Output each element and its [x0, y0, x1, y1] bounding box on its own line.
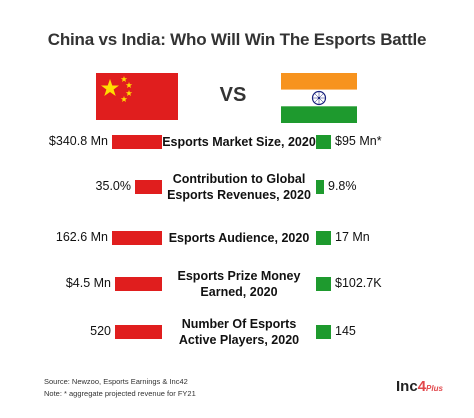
china-bar — [135, 180, 162, 194]
india-value-label: 9.8% — [328, 179, 357, 193]
china-value-label: 520 — [90, 324, 111, 338]
india-value-label: 145 — [335, 324, 356, 338]
china-bar — [115, 277, 162, 291]
category-label: Esports Prize Money Earned, 2020 — [177, 269, 301, 299]
china-value-label: 35.0% — [95, 179, 131, 193]
india-value-label: 17 Mn — [335, 230, 370, 244]
india-bar — [316, 135, 331, 149]
china-bar — [112, 135, 162, 149]
china-value-label: $340.8 Mn — [48, 134, 108, 148]
india-bar — [316, 180, 324, 194]
india-flag — [281, 73, 357, 123]
china-bar — [115, 325, 162, 339]
brand-logo: Inc4Plus — [396, 378, 443, 395]
india-value-label: $102.7K — [335, 276, 382, 290]
chart-title: China vs India: Who Will Win The Esports… — [47, 30, 427, 49]
india-bar — [316, 325, 331, 339]
india-value-label: $95 Mn* — [335, 134, 382, 148]
category-label: Esports Market Size, 2020 — [162, 135, 316, 149]
india-bar — [316, 231, 331, 245]
china-value-label: $4.5 Mn — [65, 276, 111, 290]
footnote: Note: * aggregate projected revenue for … — [44, 389, 196, 398]
source-note: Source: Newzoo, Esports Earnings & Inc42 — [44, 377, 188, 386]
china-bar — [112, 231, 162, 245]
category-label: Number Of Esports Active Players, 2020 — [178, 317, 300, 347]
category-label: Esports Audience, 2020 — [168, 231, 310, 245]
china-flag — [96, 73, 178, 120]
india-bar — [316, 277, 331, 291]
china-value-label: 162.6 Mn — [55, 230, 108, 244]
vs-label: VS — [219, 84, 247, 106]
category-label: Contribution to Global Esports Revenues, … — [167, 172, 311, 202]
